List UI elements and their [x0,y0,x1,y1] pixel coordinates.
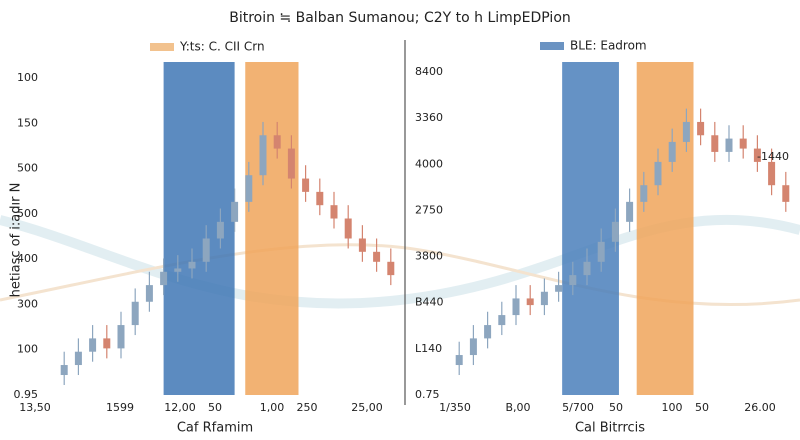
candle-body [60,365,68,376]
candle-body [160,271,168,286]
candle-body [174,268,182,272]
y-tick-label: 3360 [415,111,443,124]
candle-body [782,185,790,202]
candle-body [89,338,97,352]
x-tick-label: 50 [208,401,222,414]
candle-body [302,178,310,192]
candle-body [583,261,591,276]
x-tick-label: 25,00 [351,401,383,414]
x-tick-label: 13,50 [19,401,51,414]
x-tick-label: 26.00 [744,401,776,414]
legend-label: Y:ts: C. CII Crn [179,40,265,54]
x-tick-label: 100 [662,401,683,414]
candle-body [540,291,548,306]
x-tick-label: 50 [609,401,623,414]
candle-body [682,121,690,142]
candle-body [358,238,366,252]
y-tick-label: 3800 [415,250,443,263]
candle-body [512,298,520,316]
y-tick-label: 100 [17,71,38,84]
highlight-band [163,62,235,395]
x-tick-label: 5/700 [562,401,594,414]
candle-body [344,218,352,239]
candle-body [597,241,605,262]
y-tick-label: 2750 [415,203,443,216]
y-tick-label: L140 [415,342,442,355]
y-tick-label: 150 [17,116,38,129]
candle-body [725,138,733,152]
x-tick-label: B,00 [505,401,530,414]
candle-body [231,201,239,222]
y-tick-label: 100 [17,343,38,356]
x-tick-label: 50 [695,401,709,414]
candle-body [330,205,338,219]
y-axis-label: hetiasc of i:adır N [9,183,24,298]
candle-body [455,355,463,366]
candle-body [117,325,125,349]
highlight-band [562,62,619,395]
candle-body [654,161,662,186]
y-tick-label: 500 [17,207,38,220]
legend-swatch [150,43,174,51]
y-tick-label: B440 [415,296,444,309]
x-tick-label: 1/350 [439,401,471,414]
candle-body [145,285,153,302]
candle-body [569,275,577,286]
candle-body [273,135,281,149]
candle-body [188,261,196,269]
candle-body [373,251,381,262]
candle-body [202,238,210,262]
y-tick-label: 500 [17,162,38,175]
x-tick-label: 12,00 [164,401,196,414]
candle-body [316,191,324,206]
y-tick-label: 0.75 [415,388,440,401]
candle-body [768,161,776,186]
candle-body [711,135,719,152]
x-tick-label: 1,00 [260,401,285,414]
candle-body [526,298,534,306]
candle-body [259,135,267,176]
candle-body [74,351,82,366]
candle-body [668,141,676,162]
candle-body [697,121,705,136]
legend-label: BLE: Eadrom [570,39,647,53]
candle-body [287,148,295,179]
x-tick-label: 1599 [106,401,134,414]
candle-body [245,175,253,202]
annotation: -1440 [757,150,789,163]
y-tick-label: 300 [17,297,38,310]
legend-swatch [540,42,564,50]
y-tick-label: 0.95 [14,388,39,401]
candle-body [626,201,634,222]
candle-body [753,148,761,162]
candle-body [131,301,139,326]
y-tick-label: 4000 [415,157,443,170]
candle-body [484,325,492,339]
candle-body [640,185,648,202]
candle-body [498,315,506,326]
candle-body [469,338,477,356]
x-axis-label: Cal Bitrrcis [575,421,645,436]
candle-body [555,285,563,292]
x-axis-label: Caf Rfamim [177,421,253,436]
candle-body [216,221,224,239]
candle-body [739,138,747,149]
chart-title: Bitroin ≒ Balban Sumanou; C2Y to h LimpE… [229,10,571,26]
highlight-band [245,62,299,395]
candle-body [103,338,111,349]
y-tick-label: 400 [17,252,38,265]
candle-body [611,221,619,242]
x-tick-label: 250 [297,401,318,414]
highlight-band [636,62,694,395]
candle-body [387,261,395,276]
y-tick-label: 8400 [415,65,443,78]
